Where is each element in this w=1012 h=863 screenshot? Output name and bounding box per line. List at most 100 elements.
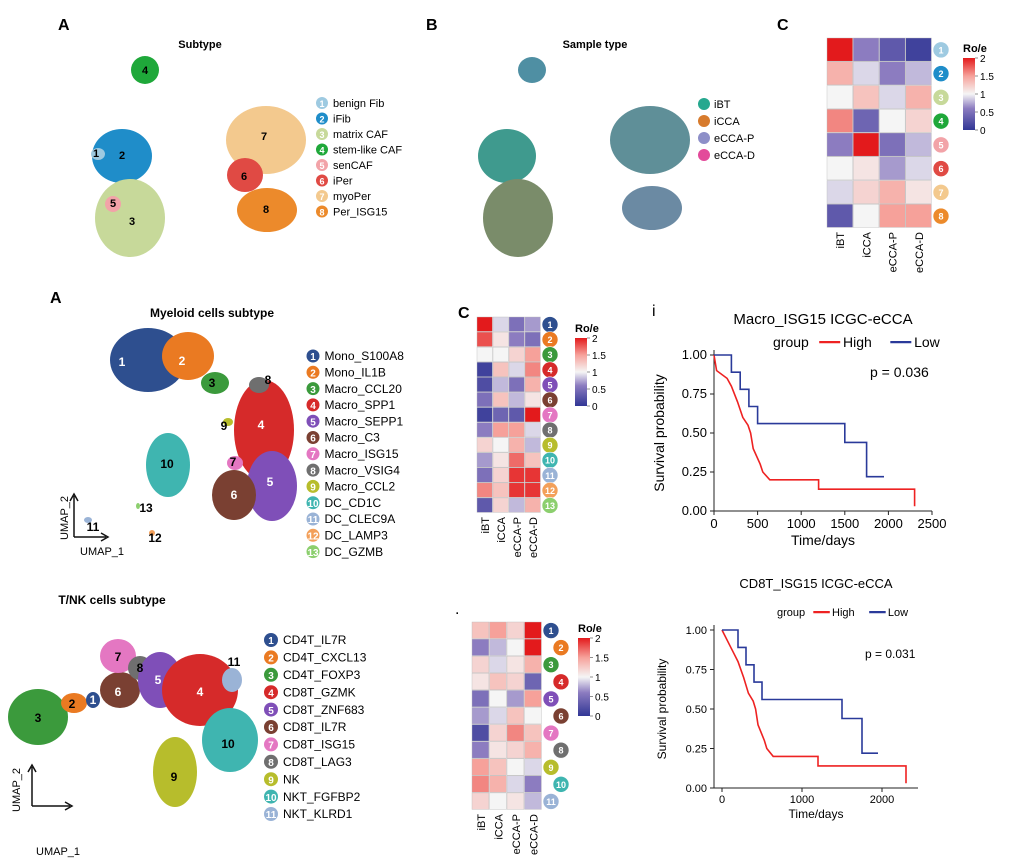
legend-badge: [306, 463, 320, 477]
legend-badge: [316, 143, 328, 156]
legend-label: NKT_FGFBP2: [283, 790, 361, 804]
heatmap-cell: [853, 61, 880, 86]
colorbar-tick-label: 0.5: [592, 385, 606, 396]
row-label: 5: [938, 140, 943, 150]
km-y-tick-label: 0.00: [686, 783, 707, 795]
row-label: 4: [558, 677, 563, 687]
sample-legend-dot: [698, 115, 710, 127]
heatmap-cell: [508, 482, 525, 498]
heatmap-cell: [905, 204, 932, 228]
heatmap-cell: [476, 392, 493, 408]
myeloid-cluster-5: [247, 451, 297, 521]
row-label: 1: [547, 320, 552, 330]
tnk-cluster-9: [153, 737, 197, 807]
legend-badge: [264, 737, 278, 752]
legend-label: Macro_C3: [325, 431, 381, 445]
heatmap-cell: [524, 792, 542, 810]
colorbar-tick-label: 0.5: [980, 108, 994, 119]
legend-label: Mono_S100A8: [325, 349, 405, 363]
heatmap-cell: [506, 655, 525, 673]
heatmap-cell: [905, 132, 932, 157]
legend-label: myoPer: [333, 191, 371, 203]
cluster-label: 5: [155, 673, 162, 687]
cluster-label: 12: [148, 531, 162, 545]
legend-badge-number: 5: [310, 417, 316, 428]
km-curve-low: [714, 354, 884, 478]
legend-badge-number: 1: [310, 352, 316, 363]
heatmap-cell: [471, 621, 490, 639]
km-y-tick-label: 0.75: [686, 665, 707, 677]
legend-badge: [264, 650, 278, 665]
legend-label: Mono_IL1B: [325, 366, 386, 380]
km-y-tick-label: 1.00: [682, 347, 707, 362]
fibro-legend: 1 benign Fib 2 iFib 3 matrix CAF 4 stem-like CA…: [316, 97, 402, 218]
sample-legend-label: eCCA-D: [714, 150, 755, 162]
heatmap-cell: [524, 422, 541, 438]
heatmap-cell: [476, 467, 493, 483]
legend-label: CD8T_ZNF683: [283, 703, 365, 717]
row-badge: [932, 112, 950, 130]
legend-label: DC_CD1C: [325, 496, 382, 510]
km-x-tick-label: 2000: [874, 516, 903, 531]
cluster-label: 4: [197, 685, 204, 699]
tnk-cluster-1: [86, 692, 100, 708]
km-x-label: Time/days: [789, 807, 844, 821]
row-label: 7: [548, 729, 553, 739]
heatmap-cell: [879, 37, 906, 62]
heatmap-cell: [905, 109, 932, 133]
legend-label: CD8T_IL7R: [283, 720, 347, 734]
tnk-umap: T/NK cells subtype 3 2 1 6 7 8 5 4 10 11…: [8, 593, 367, 858]
heatmap-cell: [506, 792, 525, 810]
km-y-tick-label: 0.00: [682, 503, 707, 518]
heatmap-cell: [476, 482, 493, 498]
tnk-legend: 1 CD4T_IL7R 2 CD4T_CXCL13 3 CD4T_FOXP3 4 CD8T_G…: [264, 633, 367, 821]
colorbar-tick-label: 1.5: [595, 654, 609, 665]
panel-letter-b: B: [426, 17, 438, 34]
heatmap-cell: [524, 407, 541, 423]
panel-letter-a: A: [58, 17, 70, 34]
heatmap-cell: [471, 638, 490, 656]
heatmap-cell: [826, 37, 853, 62]
heatmap-cell: [489, 758, 507, 776]
legend-badge: [306, 528, 320, 542]
heatmap-cell: [489, 638, 507, 656]
myeloid-roe-heatmap: iBT iCCA eCCA-P eCCA-D12345678910111213Ro/e…: [476, 316, 606, 558]
heatmap-cell: [506, 690, 525, 708]
heatmap-cell: [492, 407, 509, 423]
legend-badge-number: 13: [307, 548, 319, 559]
legend-badge-number: 10: [265, 793, 277, 804]
legend-badge-number: 9: [268, 775, 274, 786]
heatmap-cell: [524, 377, 541, 392]
row-badge: [932, 207, 950, 225]
tnk-axes-arrow: [27, 763, 74, 811]
heatmap-column-label: iBT: [476, 814, 488, 831]
cluster-label: 3: [209, 376, 216, 390]
legend-label: CD4T_CXCL13: [283, 651, 367, 665]
tnk-axis-x: UMAP_1: [36, 846, 80, 858]
heatmap-cell: [489, 655, 507, 673]
heatmap-column-label: eCCA-D: [914, 232, 926, 273]
heatmap-column-label: eCCA-P: [888, 232, 900, 272]
legend-label: Macro_VSIG4: [325, 463, 401, 477]
heatmap-cell: [879, 109, 906, 133]
sample-blob: [622, 186, 682, 230]
heatmap-cell: [905, 61, 932, 86]
cluster-label: 8: [265, 373, 272, 387]
colorbar-tick-label: 1.5: [980, 72, 994, 83]
panel-letter-c: C: [777, 17, 789, 34]
heatmap-cell: [492, 452, 509, 468]
sample-blob: [478, 129, 536, 183]
sample-blob: [610, 106, 690, 174]
heatmap-column-label: iCCA: [496, 516, 508, 542]
legend-badge-number: 6: [268, 723, 274, 734]
myeloid-cluster-13: [136, 503, 140, 509]
heatmap-cell: [524, 758, 542, 776]
row-label: 2: [547, 335, 552, 345]
heatmap-cell: [471, 707, 490, 725]
heatmap-cell: [524, 346, 541, 362]
heatmap-cell: [879, 61, 906, 86]
row-label: 7: [938, 188, 943, 198]
cluster-label: 5: [110, 198, 116, 210]
legend-badge-number: 4: [268, 688, 274, 699]
